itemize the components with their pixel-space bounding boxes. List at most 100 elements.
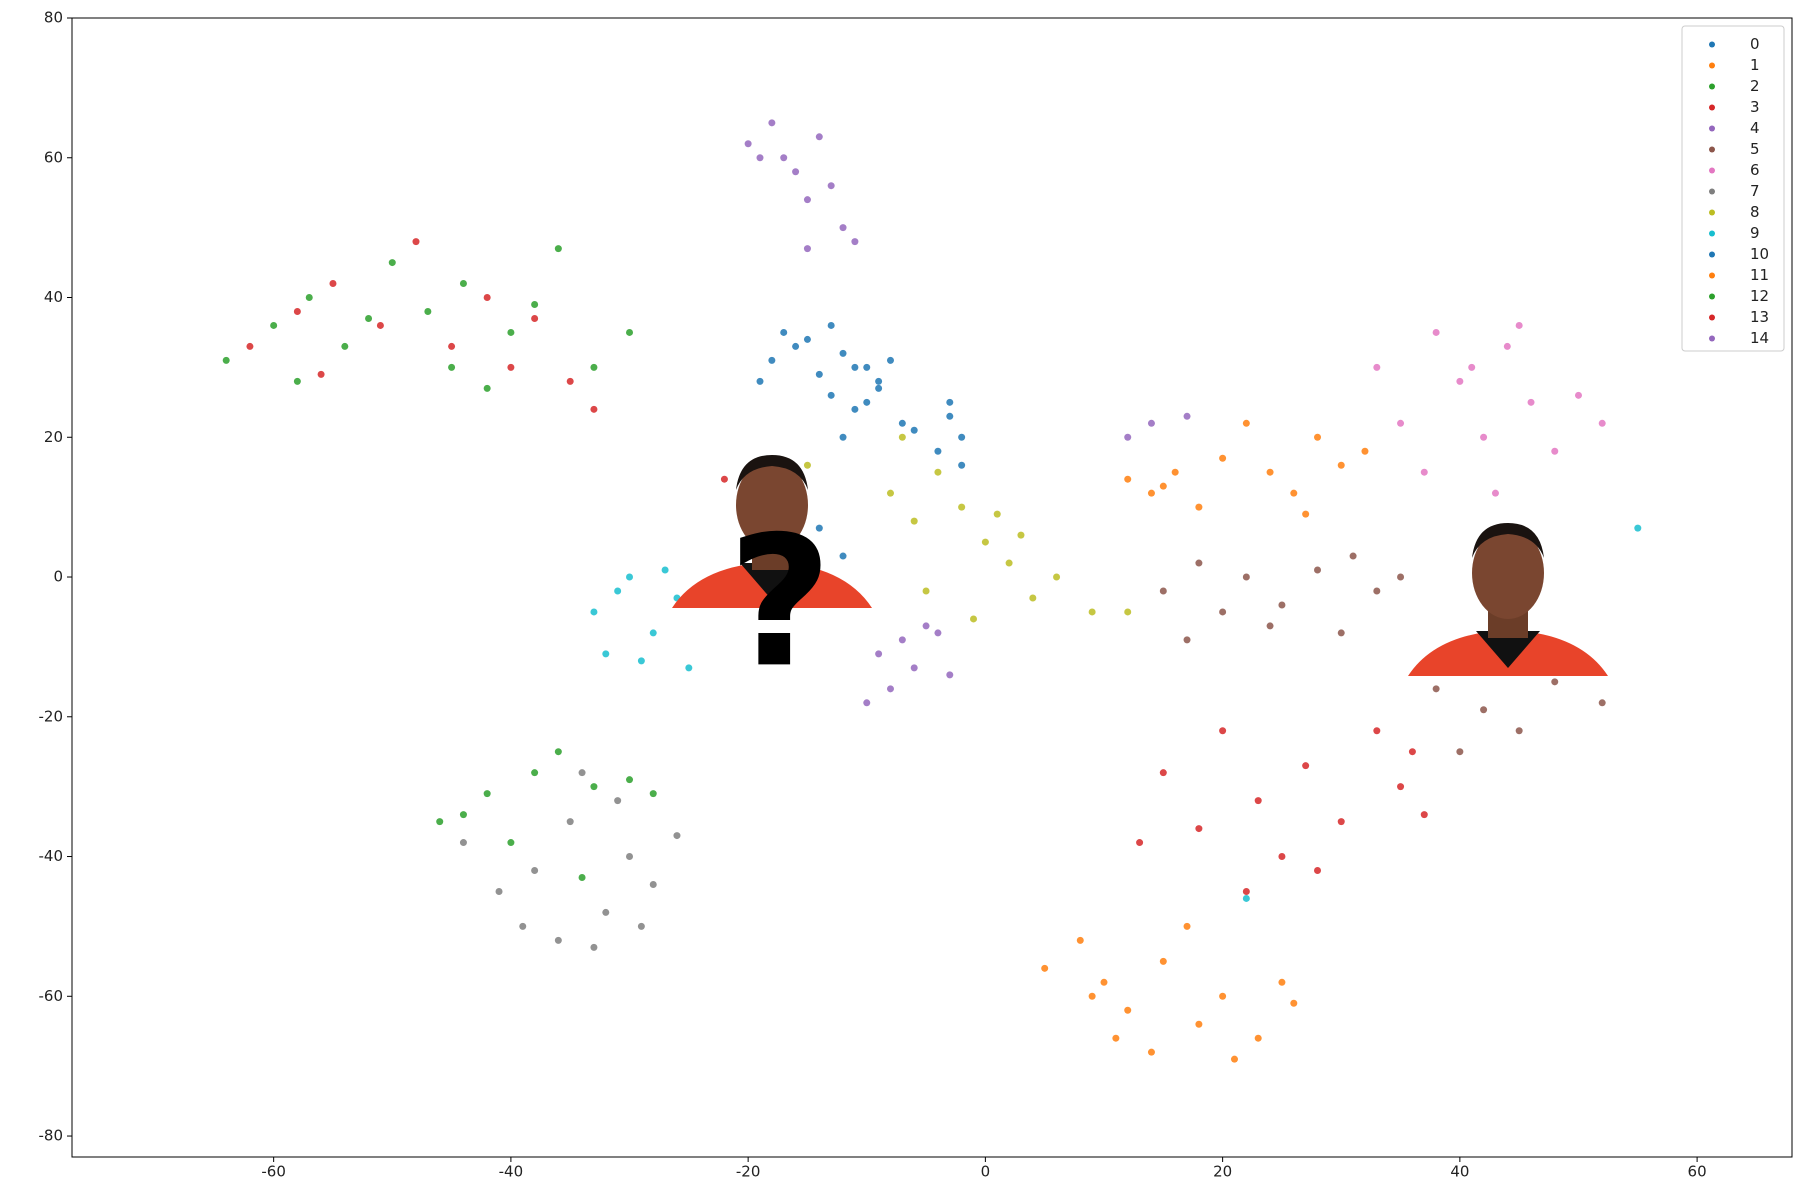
x-tick-label: -40 [499,1163,524,1181]
point [1159,587,1167,595]
legend-marker [1709,125,1715,132]
point [1147,419,1155,427]
point [803,461,811,469]
point [1124,433,1132,441]
player-photo [1408,523,1608,676]
point [1112,1034,1120,1042]
legend-marker [1709,314,1715,321]
point [1219,608,1227,616]
point [1183,412,1191,420]
point [554,748,562,756]
x-tick-label: -20 [736,1163,761,1181]
point [1242,894,1250,902]
point [448,342,456,350]
point [1302,510,1310,518]
point [1124,608,1132,616]
point [875,384,883,392]
point [815,370,823,378]
point [554,245,562,253]
point [803,335,811,343]
point [1515,321,1523,329]
point [661,566,669,574]
point [863,363,871,371]
point [1397,419,1405,427]
point [649,629,657,637]
point [1171,468,1179,476]
legend-marker [1709,83,1715,90]
point [1290,489,1298,497]
point [1432,328,1440,336]
point [1183,922,1191,930]
point [1124,1006,1132,1014]
point [1337,629,1345,637]
point [1278,601,1286,609]
point [566,377,574,385]
point [495,887,503,895]
point [1373,587,1381,595]
point [792,168,800,176]
point [1373,727,1381,735]
point [1254,1034,1262,1042]
point [1029,594,1037,602]
x-tick-label: -60 [261,1163,286,1181]
point [1242,887,1250,895]
point [590,405,598,413]
point [590,943,598,951]
point [626,853,634,861]
player-photo [672,455,872,608]
point [910,426,918,434]
point [1337,461,1345,469]
legend-label: 3 [1750,98,1760,116]
point [934,468,942,476]
point [578,769,586,777]
point [578,873,586,881]
point [483,384,491,392]
point [602,908,610,916]
point [934,447,942,455]
point [1124,475,1132,483]
point [626,328,634,336]
point [1017,531,1025,539]
point [851,405,859,413]
point [637,922,645,930]
point [317,370,325,378]
point [946,412,954,420]
point [839,433,847,441]
point [958,461,966,469]
legend-marker [1709,62,1715,69]
legend-box [1681,25,1785,352]
point [1219,454,1227,462]
point [1219,992,1227,1000]
point [1159,769,1167,777]
legend-marker [1709,104,1715,111]
point [626,573,634,581]
point [827,182,835,190]
y-tick-label: -80 [39,1127,64,1145]
point [981,538,989,546]
point [1195,825,1203,833]
point [720,475,728,483]
legend-marker [1709,209,1715,216]
point [1361,447,1369,455]
legend-label: 1 [1750,56,1760,74]
point [1598,699,1606,707]
x-tick-label: 20 [1213,1163,1232,1181]
point [946,671,954,679]
point [1456,748,1464,756]
point [459,280,467,288]
legend-label: 11 [1750,266,1769,284]
point [1195,1020,1203,1028]
point [827,321,835,329]
point [412,238,420,246]
point [1551,678,1559,686]
overlays: ? [672,455,1608,707]
point [744,140,752,148]
point [1634,524,1642,532]
y-tick-label: 0 [53,568,63,586]
point [507,839,515,847]
point [1278,853,1286,861]
y-tick-label: 20 [44,428,63,446]
point [839,224,847,232]
point [1230,1055,1238,1063]
